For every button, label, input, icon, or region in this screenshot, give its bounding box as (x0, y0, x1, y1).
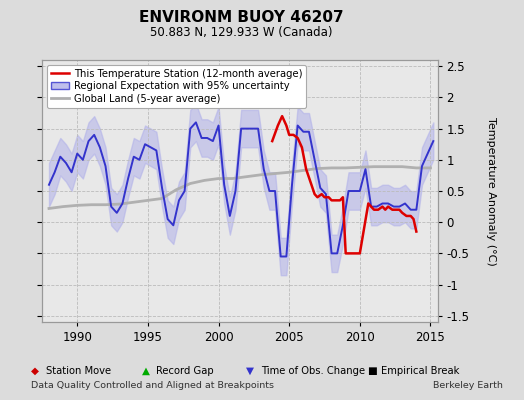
Text: ■: ■ (367, 366, 377, 376)
Text: Record Gap: Record Gap (156, 366, 214, 376)
Text: ◆: ◆ (31, 366, 39, 376)
Text: ▲: ▲ (141, 366, 149, 376)
Text: Berkeley Earth: Berkeley Earth (433, 381, 503, 390)
Text: Time of Obs. Change: Time of Obs. Change (261, 366, 365, 376)
Text: ▼: ▼ (246, 366, 254, 376)
Text: Empirical Break: Empirical Break (381, 366, 460, 376)
Y-axis label: Temperature Anomaly (°C): Temperature Anomaly (°C) (486, 117, 496, 265)
Text: Data Quality Controlled and Aligned at Breakpoints: Data Quality Controlled and Aligned at B… (31, 381, 275, 390)
Text: 50.883 N, 129.933 W (Canada): 50.883 N, 129.933 W (Canada) (150, 26, 332, 39)
Legend: This Temperature Station (12-month average), Regional Expectation with 95% uncer: This Temperature Station (12-month avera… (47, 65, 307, 108)
Text: ENVIRONM BUOY 46207: ENVIRONM BUOY 46207 (139, 10, 343, 25)
Text: Station Move: Station Move (46, 366, 111, 376)
